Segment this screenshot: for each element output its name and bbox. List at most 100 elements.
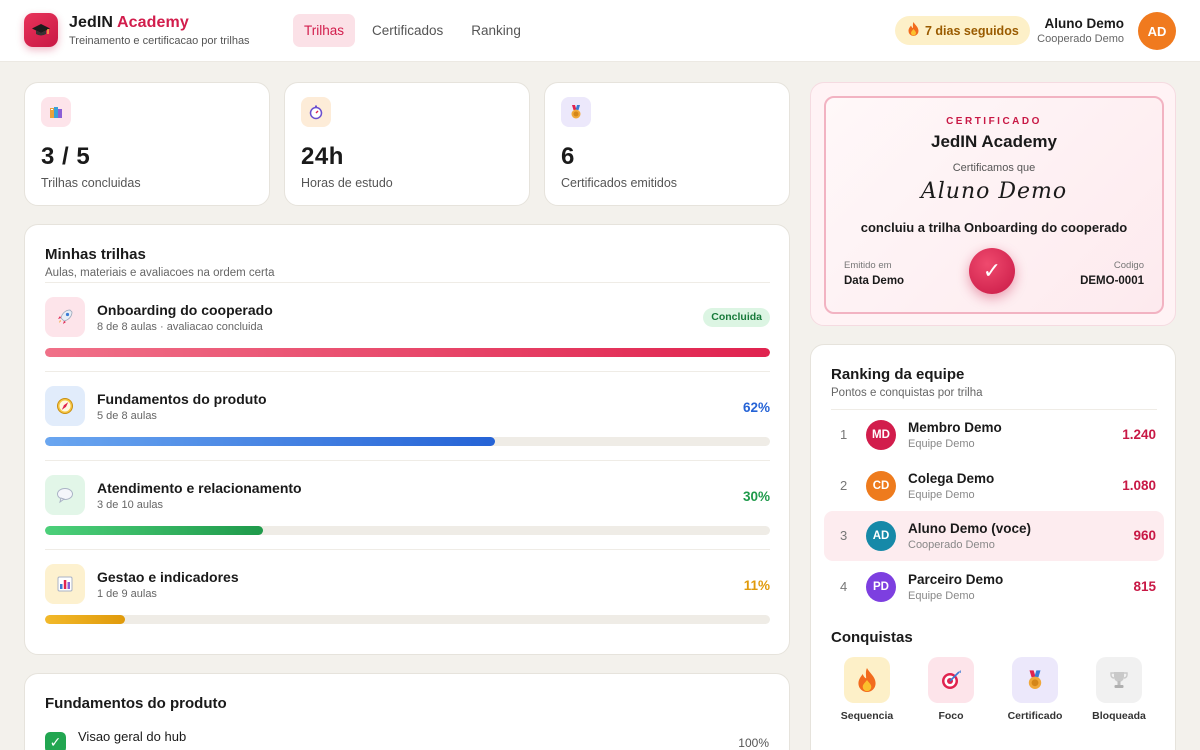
stopwatch-icon [301,97,331,127]
graduation-cap-icon[interactable] [24,13,58,47]
achievement-label: Certificado [1007,710,1063,722]
achievement-item[interactable]: Bloqueada [1084,657,1154,722]
achievement-item[interactable]: Sequencia [832,657,902,722]
stat-value: 3 / 5 [41,143,91,170]
trail-item[interactable]: Fundamentos do produto 5 de 8 aulas 62% [45,371,770,460]
ranking-card: Ranking da equipe Pontos e conquistas po… [810,344,1176,750]
rank-points: 1.080 [1122,478,1156,493]
progress-fill [45,615,125,624]
rank-name: Aluno Demo (voce) [908,521,1032,536]
ranking-row[interactable]: 1 MD Membro Demo Equipe Demo 1.240 [824,410,1164,460]
trail-item[interactable]: Onboarding do cooperado 8 de 8 aulas · a… [45,282,770,371]
stat-card-certificados: 6 Certificados emitidos [544,82,790,206]
section-title: Fundamentos do produto [45,695,227,712]
user-info[interactable]: Aluno Demo Cooperado Demo [1037,16,1124,45]
brand-title: JedIN Academy [69,14,189,31]
rank-team: Equipe Demo [908,590,975,602]
stat-label: Horas de estudo [301,176,393,190]
certificate: CERTIFICADO JedIN Academy Certificamos q… [824,96,1164,314]
rank-team: Equipe Demo [908,489,975,501]
trail-subtitle: 3 de 10 aulas [97,499,164,511]
trail-item[interactable]: Atendimento e relacionamento 3 de 10 aul… [45,460,770,549]
certificate-issued: Emitido em Data Demo [844,260,904,287]
avatar[interactable]: AD [1138,12,1176,50]
divider [831,409,1157,410]
certificate-code: Codigo DEMO-0001 [1080,260,1144,287]
fire-icon [908,22,919,39]
streak-badge[interactable]: 7 dias seguidos [895,16,1030,45]
achievement-label: Foco [938,710,964,722]
tab-trilhas[interactable]: Trilhas [293,14,356,47]
section-subtitle: Pontos e conquistas por trilha [831,387,983,399]
rank-points: 1.240 [1122,427,1156,442]
trail-title: Atendimento e relacionamento [97,480,302,496]
lesson-title[interactable]: Visao geral do hub [78,729,187,744]
stat-card-horas: 24h Horas de estudo [284,82,530,206]
achievement-item[interactable]: Foco [916,657,986,722]
medal-icon [1012,657,1058,703]
trail-title: Onboarding do cooperado [97,302,273,318]
avatar: AD [866,521,896,551]
brand-subtitle: Treinamento e certificacao por trilhas [69,35,250,47]
rank-name: Membro Demo [908,420,1002,435]
trail-subtitle: 5 de 8 aulas [97,410,157,422]
medal-icon [561,97,591,127]
section-subtitle: Aulas, materiais e avaliacoes na ordem c… [45,267,275,279]
brand[interactable]: JedIN Academy Treinamento e certificacao… [69,14,250,47]
code-label: Codigo [1113,260,1144,271]
tab-ranking[interactable]: Ranking [471,23,521,38]
avatar: CD [866,471,896,501]
certificate-intro: Certificamos que [952,162,1036,174]
speech-bubble-icon [45,475,85,515]
check-icon[interactable]: ✓ [45,732,66,750]
rank-team: Equipe Demo [908,438,975,450]
stat-value: 6 [561,143,575,170]
ranking-row[interactable]: 4 PD Parceiro Demo Equipe Demo 815 [824,562,1164,612]
compass-icon [45,386,85,426]
ranking-row[interactable]: 2 CD Colega Demo Equipe Demo 1.080 [824,461,1164,511]
trail-title: Gestao e indicadores [97,569,239,585]
user-role: Cooperado Demo [1037,33,1124,45]
rank-position: 4 [840,579,848,594]
target-icon [928,657,974,703]
achievement-item[interactable]: Certificado [1000,657,1070,722]
trail-item[interactable]: Gestao e indicadores 1 de 9 aulas 11% [45,549,770,638]
issued-label: Emitido em [844,260,892,271]
trail-subtitle: 1 de 9 aulas [97,588,157,600]
certificate-org: JedIN Academy [931,132,1057,151]
tab-certificados[interactable]: Certificados [372,23,444,38]
certificate-kicker: CERTIFICADO [946,116,1042,127]
progress-bar [45,348,770,357]
ranking-row-current-user[interactable]: 3 AD Aluno Demo (voce) Cooperado Demo 96… [824,511,1164,561]
rank-name: Parceiro Demo [908,572,1004,587]
section-title: Minhas trilhas [45,246,146,263]
stat-label: Certificados emitidos [561,176,678,190]
progress-fill [45,348,770,357]
top-bar: JedIN Academy Treinamento e certificacao… [0,0,1200,62]
rank-position: 3 [840,528,848,543]
rank-team: Cooperado Demo [908,539,995,551]
status-badge: Concluida [703,308,770,327]
user-name: Aluno Demo [1044,16,1125,31]
stat-card-trilhas: 3 / 5 Trilhas concluidas [24,82,270,206]
avatar: MD [866,420,896,450]
books-icon [41,97,71,127]
code-value: DEMO-0001 [1080,275,1144,287]
progress-bar [45,526,770,535]
avatar: PD [866,572,896,602]
stat-label: Trilhas concluidas [41,176,141,190]
trail-title: Fundamentos do produto [97,391,267,407]
streak-label: 7 dias seguidos [925,23,1019,38]
certificate-card[interactable]: CERTIFICADO JedIN Academy Certificamos q… [810,82,1176,326]
trail-percent: 30% [742,489,770,504]
trails-card: Minhas trilhas Aulas, materiais e avalia… [24,224,790,655]
rank-name: Colega Demo [908,471,995,486]
locked-trophy-icon [1096,657,1142,703]
progress-fill [45,526,263,535]
fire-icon [844,657,890,703]
trail-percent: 11% [743,578,770,593]
rank-points: 815 [1133,579,1156,594]
rank-position: 2 [840,478,848,493]
stat-value: 24h [301,143,344,170]
issued-value: Data Demo [844,275,905,287]
